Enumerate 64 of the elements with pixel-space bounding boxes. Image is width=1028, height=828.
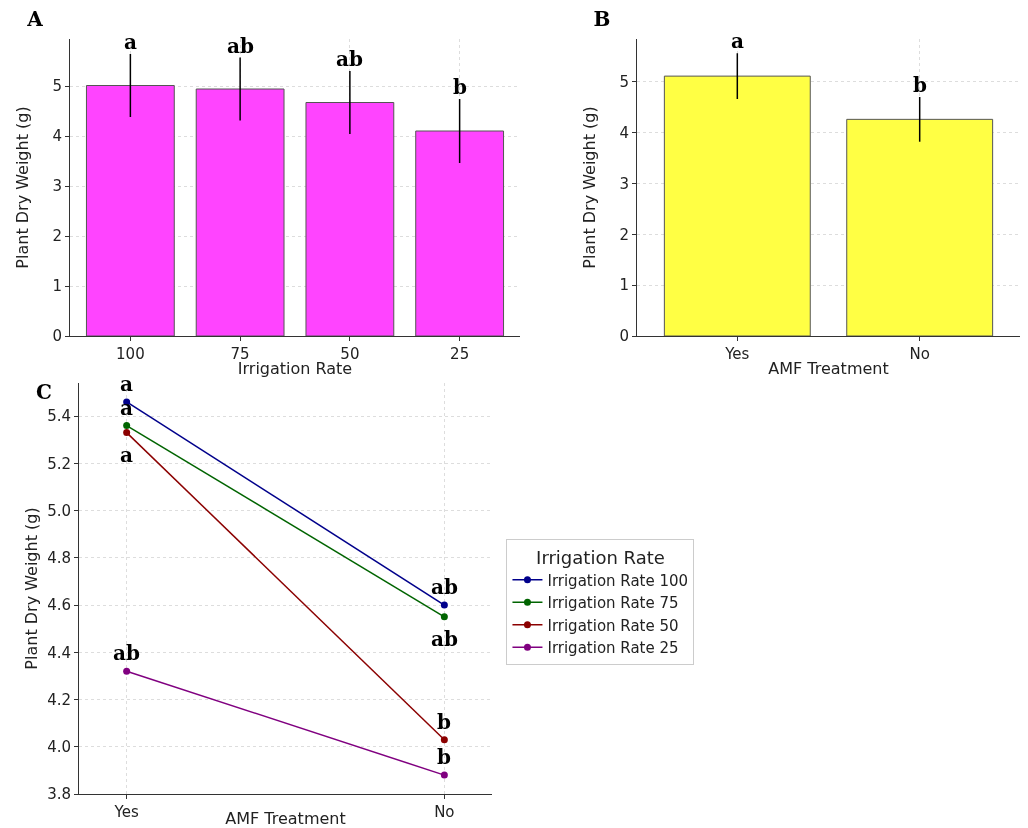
bar	[195, 88, 285, 336]
annotation: a	[120, 372, 133, 396]
bar	[415, 130, 505, 336]
y-axis-title: Plant Dry Weight (g)	[13, 106, 32, 269]
x-tick-label: Yes	[724, 345, 750, 363]
chart-title: B	[593, 6, 611, 31]
point	[123, 429, 131, 437]
legend-label: Irrigation Rate 25	[547, 639, 679, 658]
x-tick-label: 100	[116, 345, 145, 363]
annotation: a	[120, 443, 133, 467]
legend-label: Irrigation Rate 100	[547, 571, 689, 590]
annotation: ab	[336, 47, 363, 71]
point	[440, 613, 448, 621]
y-tick-label: 5.4	[47, 407, 71, 426]
legend-title: Irrigation Rate	[536, 546, 665, 568]
annotation: ab	[113, 641, 140, 665]
y-tick-label: 0	[619, 327, 629, 346]
point	[440, 736, 448, 744]
y-tick-label: 5.2	[47, 454, 71, 473]
y-tick-label: 4.2	[47, 690, 71, 709]
y-tick-label: 3	[619, 174, 629, 193]
y-tick-label: 0	[52, 327, 62, 346]
legend-label: Irrigation Rate 50	[547, 616, 679, 635]
y-tick-label: 4.4	[47, 643, 71, 662]
x-tick-label: No	[434, 803, 455, 821]
y-tick-label: 4	[52, 127, 62, 146]
y-tick-label: 2	[619, 225, 629, 244]
y-axis-title: Plant Dry Weight (g)	[580, 106, 599, 269]
x-tick-label: No	[909, 345, 930, 363]
point	[440, 771, 448, 779]
x-tick-label: 25	[450, 345, 470, 363]
y-tick-label: 3	[52, 177, 62, 196]
y-tick-label: 5	[619, 72, 629, 91]
annotation: b	[437, 710, 451, 734]
y-tick-label: 2	[52, 227, 62, 246]
y-axis-title: Plant Dry Weight (g)	[22, 507, 41, 670]
y-tick-label: 1	[52, 277, 62, 296]
annotation: ab	[431, 575, 458, 599]
x-axis-title: AMF Treatment	[768, 359, 889, 378]
y-tick-label: 4.0	[47, 738, 71, 757]
annotation: ab	[227, 34, 254, 58]
bar	[85, 85, 175, 336]
annotation: a	[124, 30, 137, 54]
y-tick-label: 3.8	[47, 785, 71, 804]
point	[440, 601, 448, 609]
y-tick-label: 4.6	[47, 596, 71, 615]
y-tick-label: 1	[619, 276, 629, 295]
annotation: ab	[431, 627, 458, 651]
bar	[305, 102, 395, 336]
chart-title: A	[26, 6, 44, 31]
chart-title: C	[36, 379, 52, 404]
y-tick-label: 4.8	[47, 549, 71, 568]
legend-label: Irrigation Rate 75	[547, 594, 679, 613]
point	[123, 422, 131, 430]
y-tick-label: 4	[619, 123, 629, 142]
y-tick-label: 5.0	[47, 501, 71, 520]
point	[123, 667, 131, 675]
x-axis-title: AMF Treatment	[225, 809, 346, 828]
x-tick-label: Yes	[113, 803, 139, 821]
annotation: b	[437, 745, 451, 769]
annotation: a	[731, 29, 744, 53]
annotation: b	[453, 75, 467, 99]
y-tick-label: 5	[52, 77, 62, 96]
annotation: b	[913, 73, 927, 97]
